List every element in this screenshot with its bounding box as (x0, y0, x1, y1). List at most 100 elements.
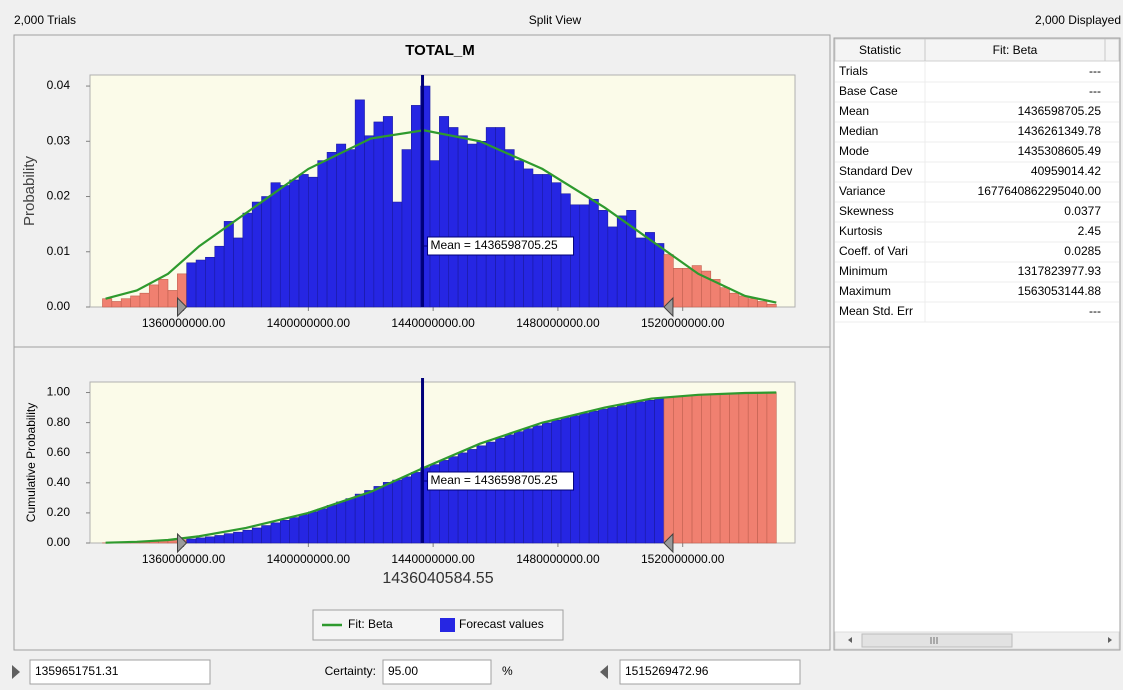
bar (738, 392, 749, 544)
bar (336, 501, 347, 544)
bar (635, 401, 646, 544)
bar (485, 441, 496, 544)
bar (139, 292, 150, 308)
upper-bound-value: 1515269472.96 (625, 664, 709, 678)
bar (766, 303, 777, 308)
legend-label: Fit: Beta (348, 617, 393, 631)
bar (223, 533, 234, 544)
bar (467, 449, 478, 544)
statistic-name: Mean Std. Err (839, 304, 913, 318)
bar (158, 279, 169, 308)
chart-title: TOTAL_M (405, 42, 474, 59)
certainty-value: 95.00 (388, 664, 418, 678)
bar (588, 198, 599, 308)
bar (186, 262, 197, 308)
bar (476, 445, 487, 544)
bar (757, 301, 768, 308)
bar (654, 398, 665, 544)
x-tick-label: 1400000000.00 (267, 316, 351, 330)
bar (326, 152, 337, 308)
scroll-left-arrow[interactable] (848, 637, 852, 643)
bar (195, 537, 206, 544)
x-tick-label: 1520000000.00 (641, 316, 725, 330)
bar (411, 472, 421, 544)
bar (382, 482, 393, 544)
bar (476, 140, 487, 308)
bar (111, 301, 122, 308)
upper-bound-marker (600, 665, 608, 679)
statistics-panel[interactable] (833, 37, 1121, 651)
column-header[interactable]: Fit: Beta (993, 43, 1038, 57)
bar (495, 437, 506, 544)
bar (579, 413, 590, 544)
bar (738, 295, 749, 308)
statistic-name: Trials (839, 64, 868, 78)
bar (242, 212, 253, 308)
bar (289, 517, 300, 544)
bar (579, 204, 590, 308)
bar (701, 394, 712, 544)
mean-annotation: Mean = 1436598705.25 (431, 238, 558, 252)
bar (513, 160, 524, 308)
bar (392, 201, 403, 308)
bar (644, 232, 655, 308)
statistic-name: Base Case (839, 84, 898, 98)
legend-swatch (440, 618, 455, 632)
y-tick-label: 0.03 (47, 133, 71, 147)
bar (251, 527, 262, 544)
lower-bound-marker (12, 665, 20, 679)
legend-box (312, 609, 564, 641)
x-tick-label: 1360000000.00 (142, 552, 226, 566)
bar (747, 298, 758, 308)
bar (354, 493, 365, 544)
y-tick-label: 0.60 (47, 445, 71, 459)
bar (598, 408, 609, 544)
certainty-input[interactable] (382, 659, 492, 685)
bar (251, 201, 262, 308)
scroll-right-arrow[interactable] (1108, 637, 1112, 643)
bar (364, 490, 375, 544)
statistic-value: 1436598705.25 (1018, 104, 1102, 118)
bar (673, 268, 683, 308)
statistic-value: 1436261349.78 (1018, 124, 1102, 138)
bar (616, 405, 627, 544)
statistic-name: Median (839, 124, 878, 138)
statistic-name: Mode (839, 144, 869, 158)
bar (429, 160, 440, 308)
bar (233, 237, 244, 308)
bar (485, 127, 496, 308)
bar (719, 393, 730, 544)
bar (663, 397, 674, 544)
bar (654, 243, 665, 308)
statistic-value: 1435308605.49 (1018, 144, 1102, 158)
bar (401, 149, 412, 308)
bar (336, 143, 347, 308)
displayed-count: 2,000 Displayed (1035, 13, 1121, 27)
bar (644, 399, 655, 544)
bar (598, 210, 609, 308)
bar (729, 392, 740, 544)
upper-bound-input[interactable] (619, 659, 801, 685)
bar (205, 536, 216, 544)
bar (710, 393, 721, 544)
lower-bound-input[interactable] (29, 659, 211, 685)
bar (392, 479, 403, 544)
statistic-name: Skewness (839, 204, 894, 218)
bar (261, 196, 272, 308)
bar (214, 245, 225, 308)
y-axis-label: Cumulative Probability (24, 403, 38, 522)
x-tick-label: 1440000000.00 (391, 552, 475, 566)
bar (682, 395, 693, 544)
bar (373, 486, 384, 544)
bar (729, 292, 740, 308)
y-tick-label: 0.20 (47, 505, 71, 519)
bar (317, 160, 328, 308)
bar (279, 519, 290, 544)
y-tick-label: 0.00 (47, 535, 71, 549)
statistic-value: 40959014.42 (1031, 164, 1101, 178)
legend-label: Forecast values (459, 617, 544, 631)
bar (766, 392, 777, 544)
bar (205, 256, 216, 308)
bar (588, 410, 599, 544)
column-header[interactable]: Statistic (859, 43, 901, 57)
